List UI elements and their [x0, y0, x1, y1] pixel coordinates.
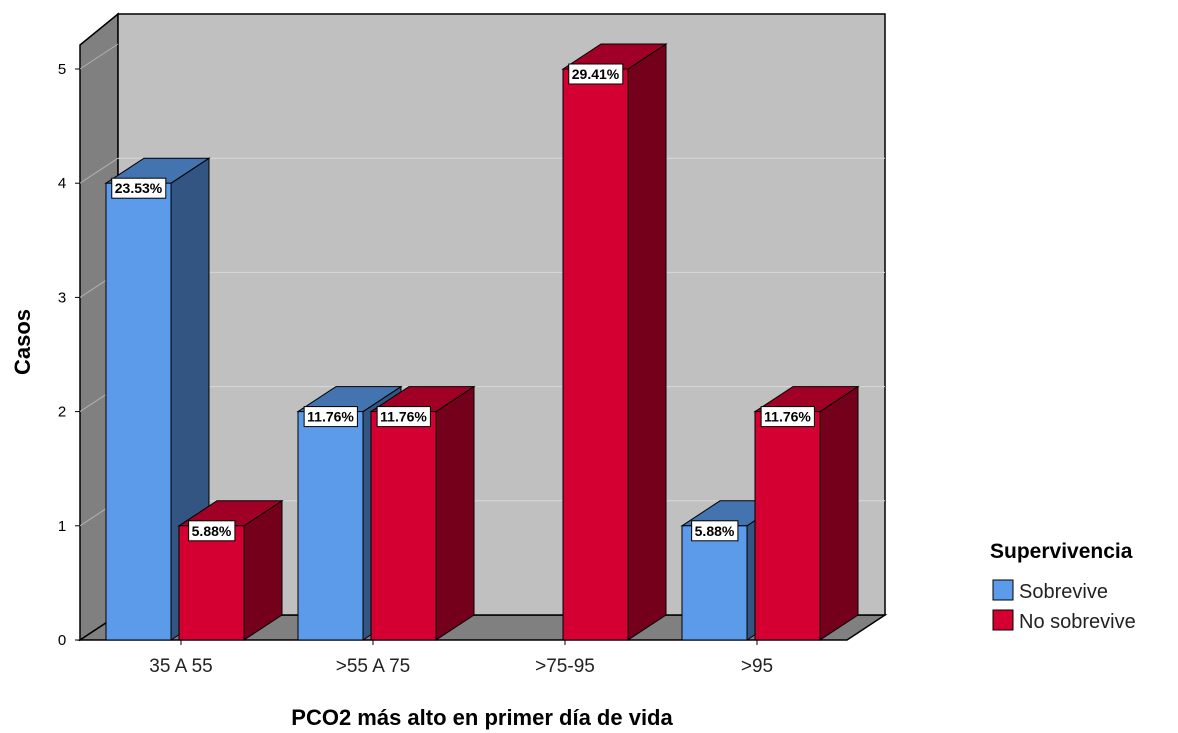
data-label-text: 11.76% [380, 409, 427, 425]
y-tick-label: 1 [58, 518, 66, 535]
data-label-box [760, 406, 815, 428]
x-tick-label: >55 A 75 [336, 656, 411, 677]
legend-label-no-sobrevive: No sobrevive [1019, 611, 1136, 633]
data-label-box [691, 520, 739, 542]
bar-front [562, 68, 629, 641]
bar-front [297, 411, 364, 641]
data-label: 29.41% [568, 63, 624, 85]
y-tick-label: 3 [58, 289, 66, 306]
y-tick-label: 2 [58, 404, 66, 421]
data-label-box [188, 520, 236, 542]
y-axis-title: Casos [10, 309, 35, 375]
data-label: 11.76% [760, 406, 815, 428]
x-tick-label: 35 A 55 [149, 656, 212, 677]
data-label: 23.53% [111, 177, 167, 199]
data-label-box [568, 63, 624, 85]
data-label: 5.88% [188, 520, 236, 542]
data-label-box [111, 177, 167, 199]
bar [561, 43, 668, 641]
bar-front [370, 411, 437, 641]
bar [369, 385, 476, 641]
data-label-box [303, 406, 358, 428]
bar-front [754, 411, 821, 641]
legend-swatch-no-sobrevive [992, 609, 1014, 631]
data-label-text: 11.76% [764, 409, 811, 425]
x-axis-title: PCO2 más alto en primer día de vida [291, 705, 673, 730]
data-label: 5.88% [691, 520, 739, 542]
side-gridline [79, 157, 119, 184]
data-label-box [376, 406, 431, 428]
bar-front [178, 525, 245, 641]
x-tick-label: >95 [741, 656, 773, 677]
legend-swatch-sobrevive [992, 579, 1014, 601]
legend-label-sobrevive: Sobrevive [1019, 581, 1108, 603]
data-label: 11.76% [303, 406, 358, 428]
data-label-text: 29.41% [572, 66, 620, 82]
x-axis: 35 A 55 >55 A 75 >75-95 >95 [149, 640, 773, 677]
data-label-text: 23.53% [115, 180, 163, 196]
data-label-text: 5.88% [695, 523, 735, 539]
legend-title: Supervivencia [990, 540, 1133, 563]
data-label: 11.76% [376, 406, 431, 428]
y-tick-label: 4 [58, 175, 66, 192]
x-tick-label: >75-95 [535, 656, 595, 677]
bar-side [627, 43, 667, 641]
y-tick-label: 0 [58, 632, 66, 649]
side-gridline [79, 43, 119, 70]
data-label-text: 11.76% [307, 409, 354, 425]
y-tick-label: 5 [58, 61, 66, 78]
y-axis: 0 1 2 3 4 5 [58, 61, 80, 649]
bar [753, 385, 860, 641]
bar-side [819, 385, 859, 641]
bars: 23.53% 5.88% 11.76% 11.76% 29.41% 5.88% 11.76% [104, 43, 860, 641]
bar-front [681, 525, 748, 641]
bar-front [105, 182, 172, 641]
data-label-text: 5.88% [192, 523, 232, 539]
legend: Supervivencia Sobrevive No sobrevive [990, 540, 1136, 633]
bar-side [435, 385, 475, 641]
